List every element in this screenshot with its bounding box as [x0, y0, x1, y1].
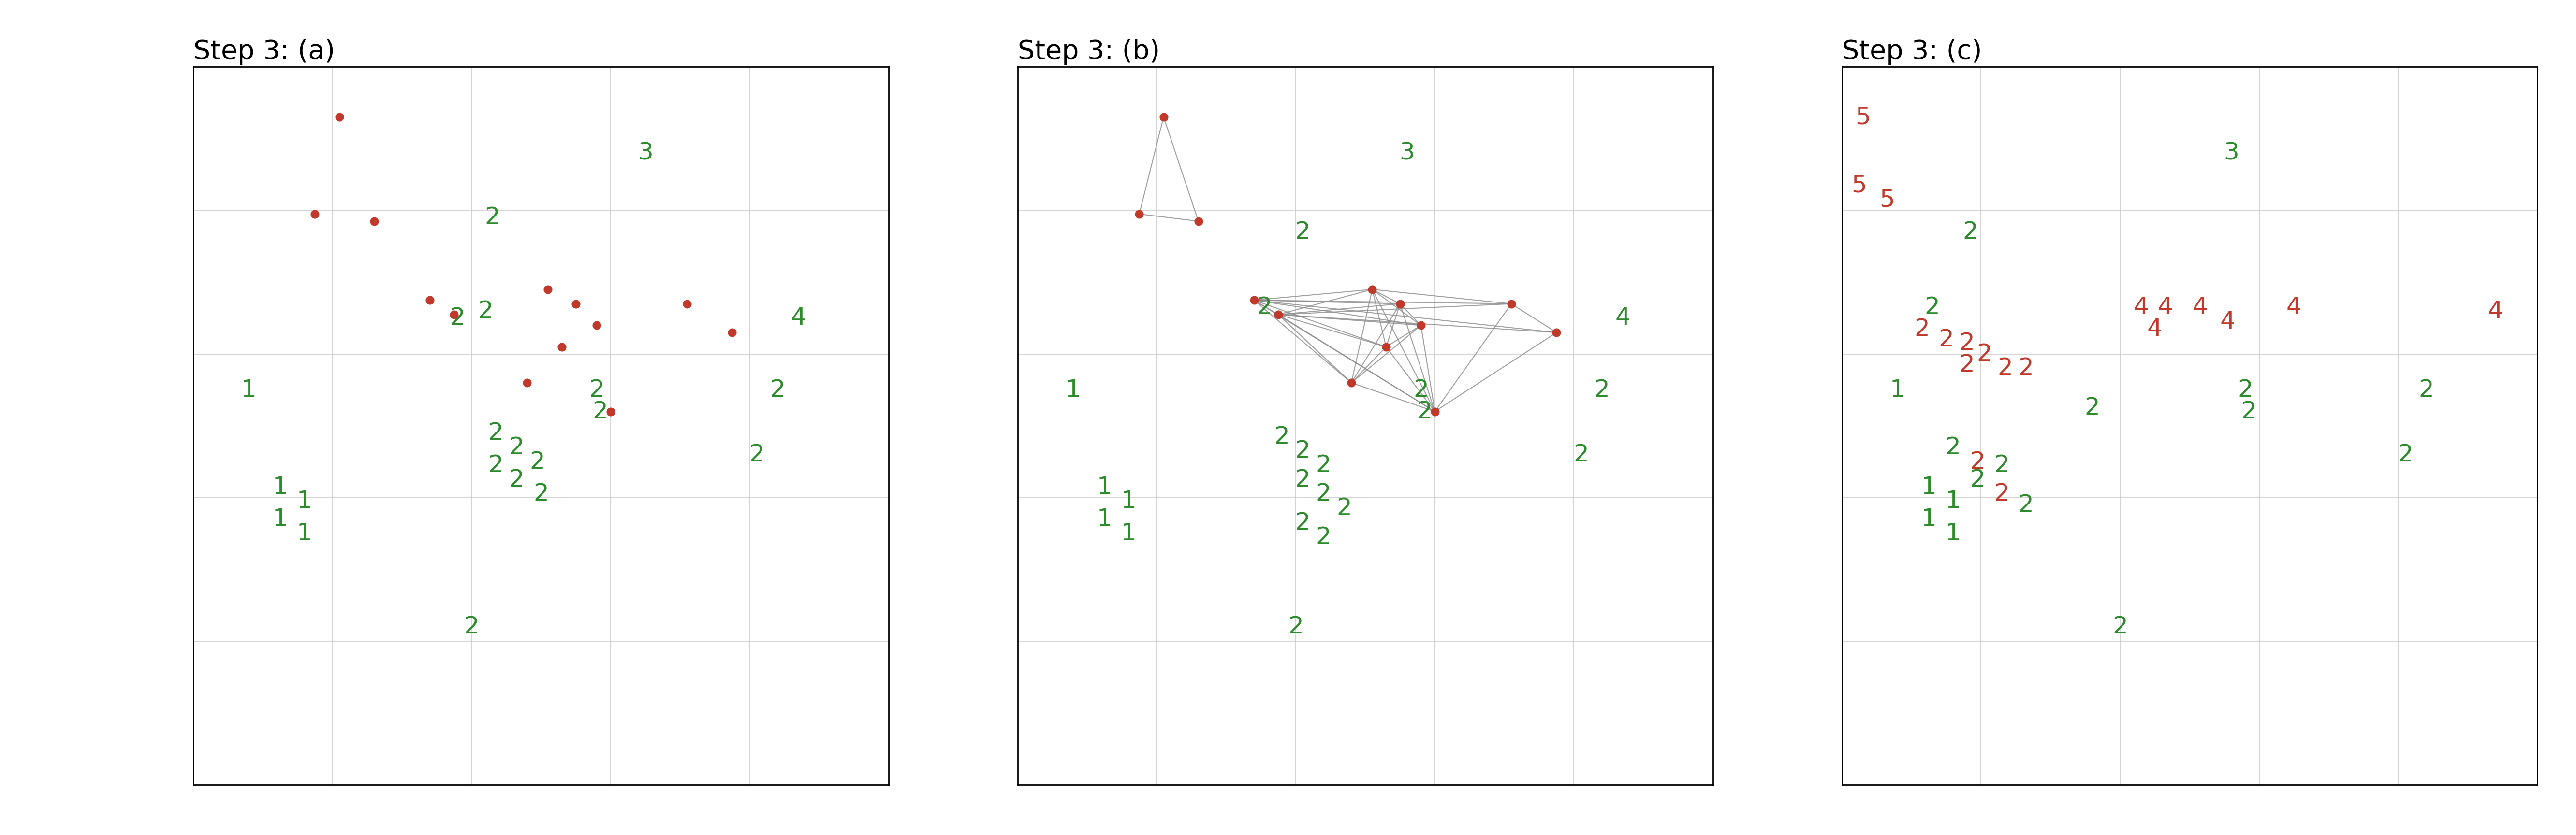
Text: 2: 2	[750, 443, 765, 466]
Text: 2: 2	[2112, 615, 2128, 639]
Text: 2: 2	[1316, 525, 1332, 549]
Text: 4: 4	[2148, 317, 2161, 341]
Text: 1: 1	[273, 508, 289, 531]
Text: 2: 2	[1940, 328, 1953, 352]
Text: 2: 2	[451, 306, 466, 330]
Text: 1: 1	[1891, 378, 1906, 402]
Text: 2: 2	[531, 450, 546, 473]
Text: 1: 1	[1945, 489, 1960, 513]
Text: 2: 2	[1994, 483, 2009, 506]
Text: 2: 2	[1595, 378, 1610, 402]
Text: 2: 2	[464, 615, 479, 639]
Text: 2: 2	[1960, 331, 1976, 355]
Text: 2: 2	[1288, 615, 1303, 639]
Text: 2: 2	[1296, 511, 1311, 534]
Text: 1: 1	[1922, 508, 1937, 531]
Text: 2: 2	[1316, 453, 1332, 477]
Text: 2: 2	[487, 453, 502, 477]
Text: 2: 2	[592, 400, 608, 423]
Text: 2: 2	[1963, 220, 1978, 244]
Text: 2: 2	[1257, 296, 1273, 319]
Text: 2: 2	[1945, 436, 1960, 459]
Text: 2: 2	[487, 422, 502, 444]
Text: 2: 2	[1996, 357, 2012, 380]
Text: 1: 1	[242, 378, 258, 402]
Text: 1: 1	[296, 522, 312, 545]
Text: Step 3: (c): Step 3: (c)	[1842, 38, 1981, 64]
Text: 4: 4	[2488, 300, 2504, 322]
Text: 1: 1	[1097, 475, 1113, 498]
Text: 2: 2	[2239, 378, 2254, 402]
Text: 4: 4	[2192, 296, 2208, 319]
Text: 2: 2	[2419, 378, 2434, 402]
Text: 4: 4	[2133, 296, 2148, 319]
Text: 2: 2	[533, 483, 549, 506]
Text: 2: 2	[1316, 483, 1332, 506]
Text: 4: 4	[1615, 306, 1631, 330]
Text: 2: 2	[2084, 397, 2099, 419]
Text: 1: 1	[296, 489, 312, 513]
Text: 2: 2	[1414, 378, 1430, 402]
Text: 2: 2	[1976, 342, 1991, 366]
Text: 3: 3	[2223, 141, 2239, 164]
Text: 5: 5	[1852, 174, 1868, 197]
Text: 2: 2	[1574, 443, 1589, 466]
Text: Step 3: (b): Step 3: (b)	[1018, 38, 1159, 64]
Text: 3: 3	[1399, 141, 1414, 164]
Text: 5: 5	[1855, 105, 1870, 129]
Text: 1: 1	[1066, 378, 1082, 402]
Text: 2: 2	[484, 206, 500, 229]
Text: 2: 2	[1296, 220, 1311, 244]
Text: 2: 2	[770, 378, 786, 402]
Text: 1: 1	[273, 475, 289, 498]
Text: 1: 1	[1121, 489, 1136, 513]
Text: 2: 2	[477, 300, 492, 322]
Text: 1: 1	[1945, 522, 1960, 545]
Text: 2: 2	[1971, 450, 1986, 473]
Text: 2: 2	[1914, 317, 1929, 341]
Text: 2: 2	[1924, 296, 1940, 319]
Text: 4: 4	[2159, 296, 2174, 319]
Text: 2: 2	[2020, 493, 2035, 516]
Text: 4: 4	[791, 306, 806, 330]
Text: 2: 2	[590, 378, 605, 402]
Text: 1: 1	[1097, 508, 1113, 531]
Text: 5: 5	[1880, 188, 1896, 211]
Text: 4: 4	[2287, 296, 2300, 319]
Text: 2: 2	[510, 436, 526, 459]
Text: 2: 2	[1960, 353, 1976, 377]
Text: 2: 2	[2398, 443, 2414, 466]
Text: 4: 4	[2221, 310, 2236, 333]
Text: 2: 2	[1994, 453, 2009, 477]
Text: 2: 2	[1296, 439, 1311, 463]
Text: 3: 3	[639, 141, 652, 164]
Text: 2: 2	[1275, 425, 1291, 448]
Text: 2: 2	[1971, 468, 1986, 491]
Text: 1: 1	[1922, 475, 1937, 498]
Text: 2: 2	[1337, 497, 1352, 520]
Text: Step 3: (a): Step 3: (a)	[193, 38, 335, 64]
Text: 1: 1	[1121, 522, 1136, 545]
Text: 2: 2	[1296, 468, 1311, 491]
Text: 2: 2	[1417, 400, 1432, 423]
Text: 2: 2	[2020, 357, 2035, 380]
Text: 2: 2	[510, 468, 526, 491]
Text: 2: 2	[2241, 400, 2257, 423]
